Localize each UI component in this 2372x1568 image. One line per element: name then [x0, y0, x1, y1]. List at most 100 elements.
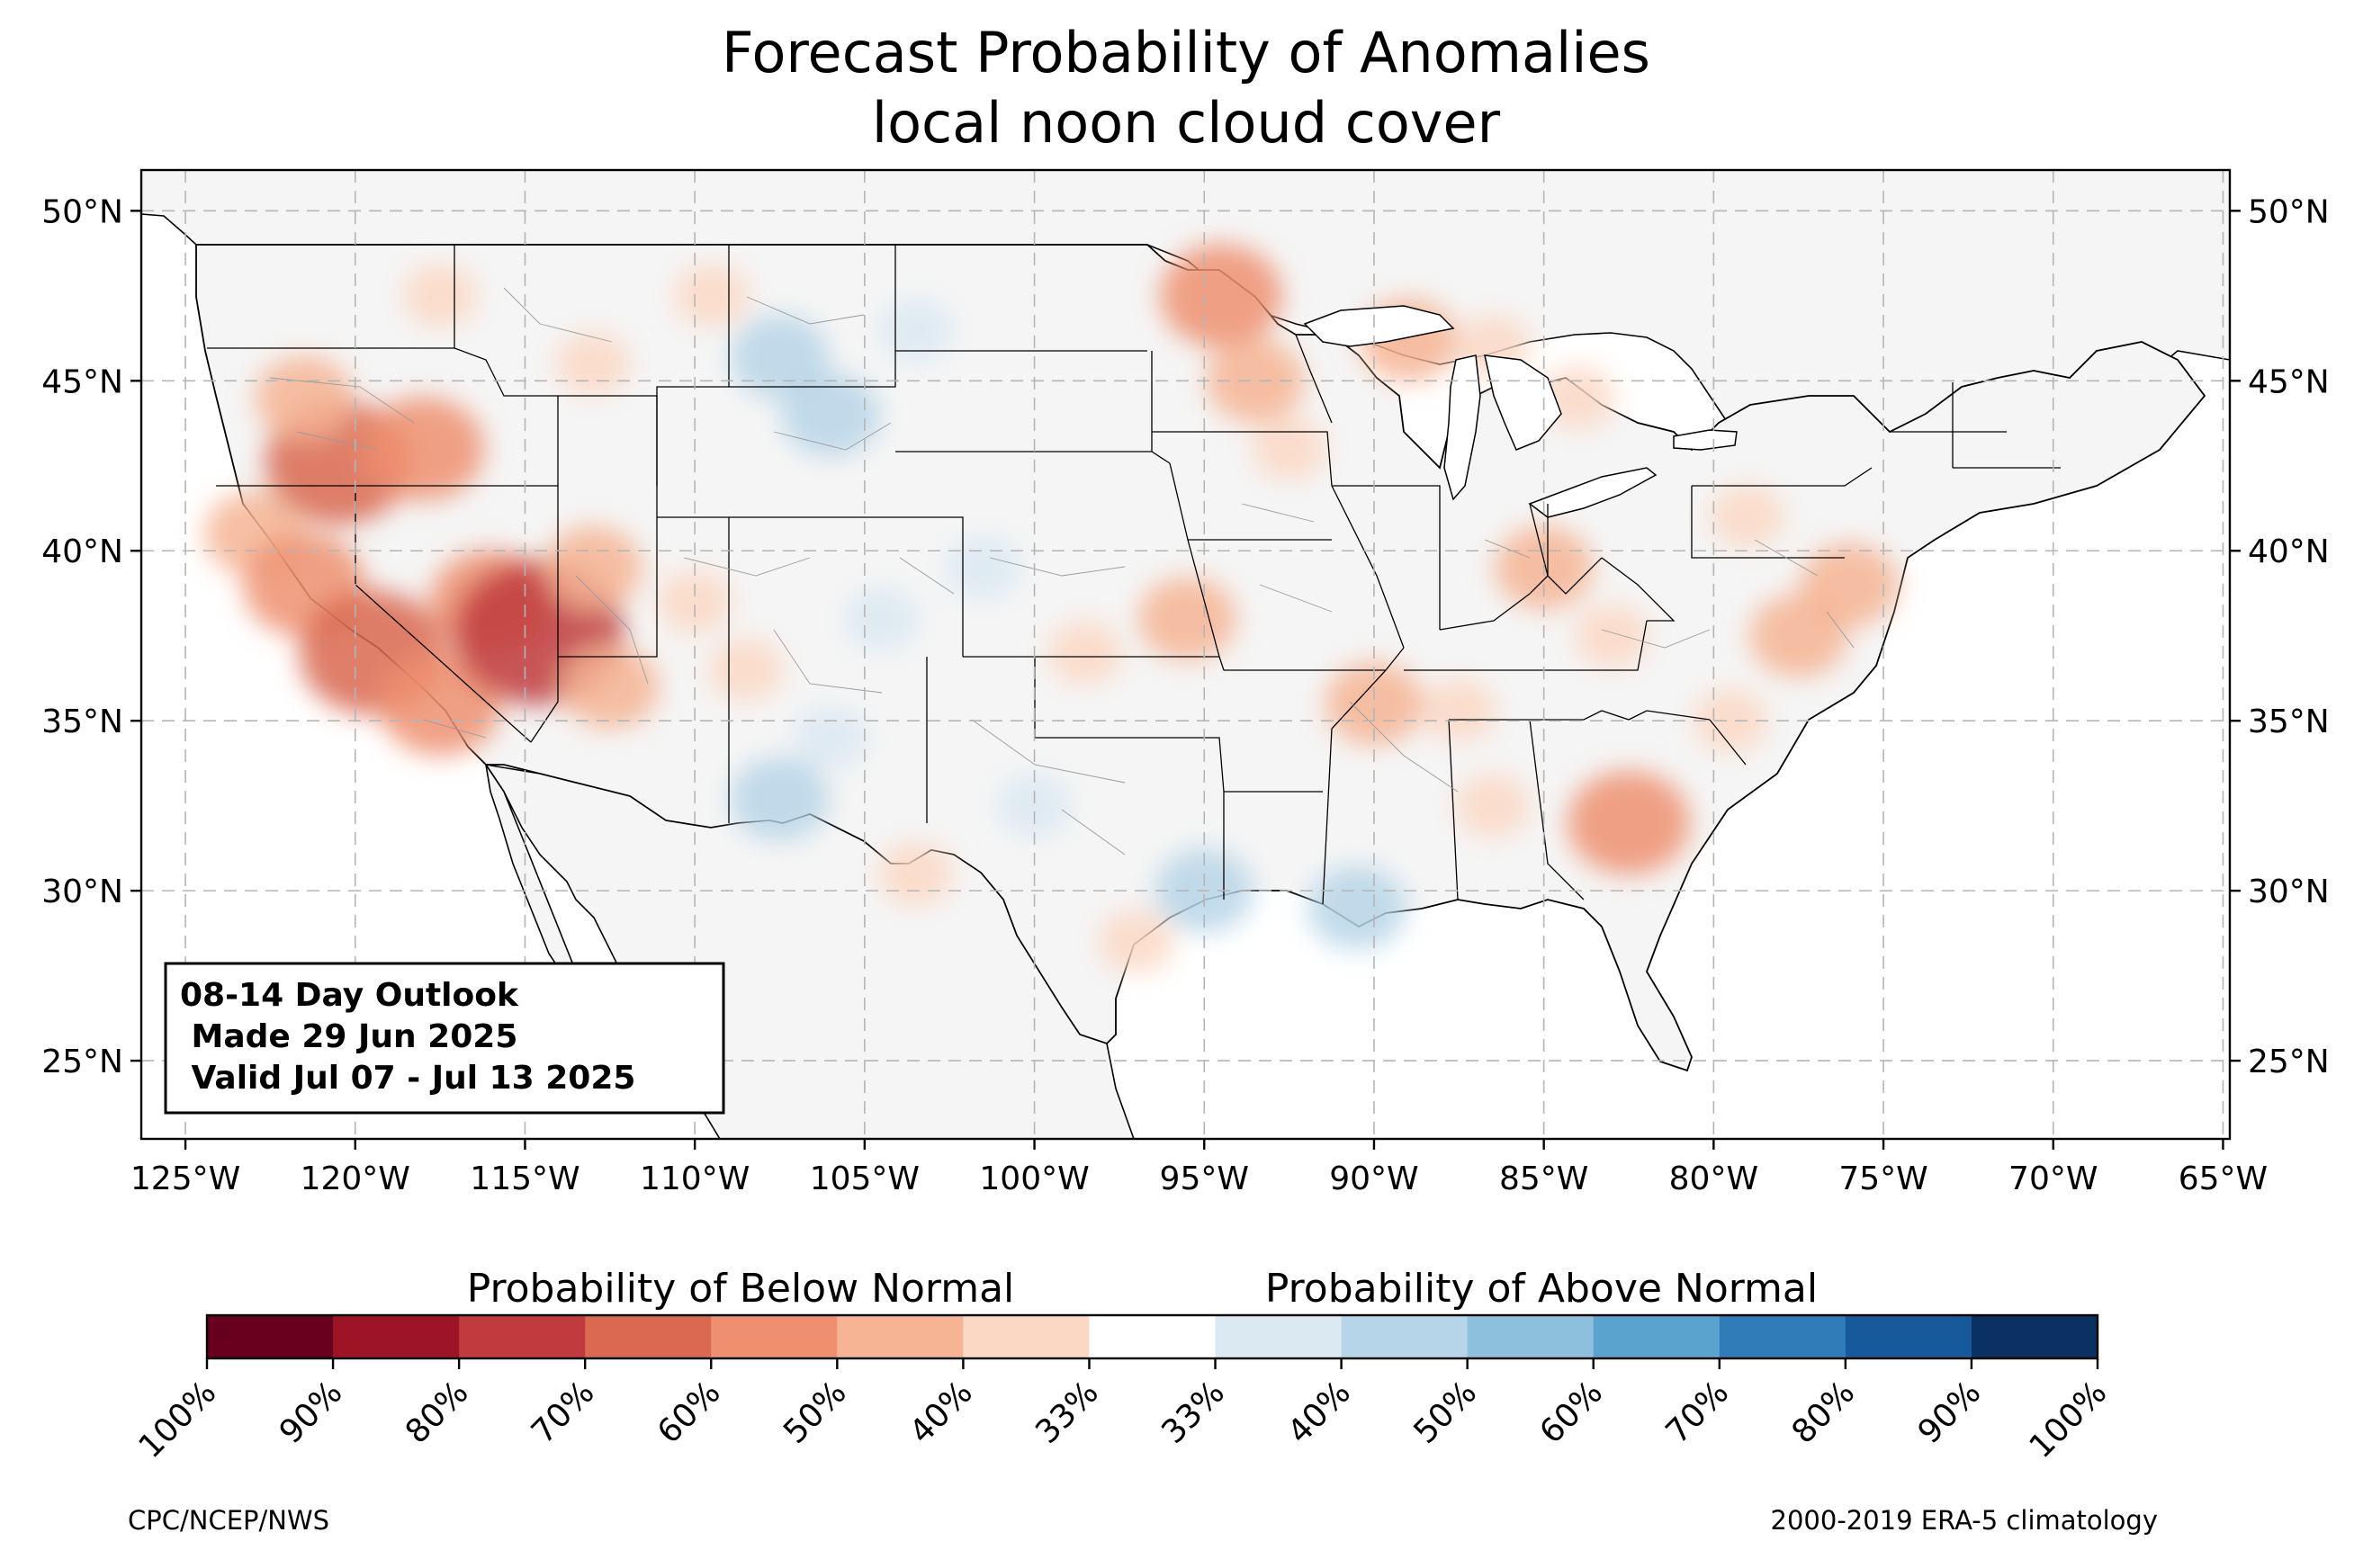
below-normal-region	[561, 644, 660, 729]
colorbar-tick-label: 90%	[1911, 1374, 1989, 1451]
lon-tick-label: 110°W	[640, 1160, 750, 1197]
below-normal-region	[1160, 244, 1283, 348]
map-title: Forecast Probability of Anomalies local …	[0, 18, 2372, 158]
colorbar-tick-label: 60%	[651, 1374, 728, 1451]
lon-tick-label: 90°W	[1329, 1160, 1418, 1197]
lat-tick-label-right: 50°N	[2248, 193, 2330, 230]
colorbar-swatch	[207, 1315, 334, 1358]
below-normal-region	[1099, 909, 1174, 974]
lat-tick-label-left: 50°N	[41, 193, 123, 230]
colorbar-swatch	[711, 1315, 838, 1358]
lon-tick-label: 85°W	[1499, 1160, 1588, 1197]
footer-credit: CPC/NCEP/NWS	[128, 1505, 330, 1536]
lon-tick-label: 95°W	[1160, 1160, 1249, 1197]
info-box-line-3: Valid Jul 07 - Jul 13 2025	[180, 1060, 635, 1097]
above-normal-region	[946, 535, 1021, 600]
lon-tick-label: 75°W	[1838, 1160, 1927, 1197]
below-normal-region	[362, 397, 485, 501]
colorbar-swatch	[1719, 1315, 1846, 1358]
colorbar-tick-label: 90%	[273, 1374, 350, 1451]
below-normal-region	[1206, 338, 1305, 423]
below-normal-region	[544, 525, 642, 610]
colorbar-swatch	[963, 1315, 1090, 1358]
lake-erie	[1528, 467, 1658, 518]
below-normal-region	[1710, 485, 1785, 549]
lat-tick-label-right: 25°N	[2248, 1044, 2330, 1080]
above-normal-region	[793, 705, 868, 770]
lat-tick-label-right: 40°N	[2248, 533, 2330, 570]
lat-tick-label-left: 40°N	[41, 533, 123, 570]
below-normal-region	[1421, 678, 1496, 743]
colorbar-tick-label: 100%	[132, 1374, 224, 1465]
lat-tick-label-left: 45°N	[41, 363, 123, 400]
lat-tick-label-right: 35°N	[2248, 703, 2330, 740]
colorbar-tick-label: 60%	[1533, 1374, 1611, 1451]
lake-ontario	[1673, 429, 1738, 451]
lon-tick-label: 105°W	[810, 1160, 920, 1197]
lake-michigan	[1443, 354, 1481, 501]
below-normal-region	[555, 332, 631, 396]
title-line-1: Forecast Probability of Anomalies	[722, 20, 1650, 85]
colorbar-swatch	[1593, 1315, 1721, 1358]
below-normal-region	[255, 355, 354, 440]
colorbar-swatch	[837, 1315, 964, 1358]
below-normal-region	[1252, 417, 1327, 481]
below-normal-region	[1800, 542, 1900, 627]
below-normal-region	[708, 638, 784, 702]
info-box-frame	[164, 962, 725, 1115]
above-normal-region	[730, 315, 830, 399]
colorbar-swatch	[1971, 1315, 2098, 1358]
above-normal-region	[730, 757, 830, 841]
below-normal-region	[1568, 770, 1690, 875]
colorbar-tick-label: 70%	[1659, 1374, 1737, 1451]
colorbar-swatch	[1341, 1315, 1469, 1358]
colorbar-swatches	[207, 1315, 2098, 1358]
footer-climatology: 2000-2019 ERA-5 climatology	[1770, 1505, 2158, 1536]
lon-tick-label: 125°W	[130, 1160, 240, 1197]
info-box-line-1: 08-14 Day Outlook	[180, 977, 519, 1014]
below-normal-region	[379, 651, 502, 757]
above-normal-region	[844, 587, 920, 651]
lake-huron	[1484, 354, 1562, 451]
colorbar-frame	[205, 1313, 2099, 1360]
lat-tick-label-left: 25°N	[41, 1044, 123, 1080]
colorbar-swatch	[1845, 1315, 1972, 1358]
colorbar-swatch	[1089, 1315, 1217, 1358]
colorbar-ticks: 100% 90% 80% 70% 60% 50% 40% 33% 33% 40% 50% 60% 70%…	[132, 1358, 2115, 1465]
anomaly-field	[203, 244, 1900, 974]
lon-tick-label: 115°W	[470, 1160, 580, 1197]
colorbar-tick-label: 33%	[1029, 1374, 1106, 1451]
colorbar-tick-label: 100%	[2023, 1374, 2115, 1465]
below-normal-region	[1325, 661, 1424, 746]
below-normal-region	[1047, 621, 1123, 685]
lat-tick-label-right: 30°N	[2248, 874, 2330, 910]
lon-tick-label: 120°W	[301, 1160, 410, 1197]
colorbar-swatch	[1215, 1315, 1343, 1358]
colorbar-swatch	[459, 1315, 586, 1358]
colorbar-tick-label: 40%	[903, 1374, 980, 1451]
great-lakes	[1303, 305, 1738, 518]
axis-ticks: 125°W 120°W 115°W 110°W 105°W 100°W 95°W 90°W 85…	[41, 193, 2330, 1197]
colorbar-swatch	[1467, 1315, 1595, 1358]
lon-tick-label: 80°W	[1669, 1160, 1758, 1197]
info-box: 08-14 Day Outlook Made 29 Jun 2025 Valid…	[164, 962, 725, 1115]
county-boundaries	[269, 287, 1855, 856]
lake-superior	[1303, 305, 1455, 347]
colorbar-below-label: Probability of Below Normal	[467, 1266, 1015, 1312]
below-normal-region	[1693, 688, 1768, 753]
above-normal-region	[997, 774, 1073, 838]
colorbar-tick-label: 50%	[777, 1374, 854, 1451]
below-normal-region	[1137, 577, 1237, 661]
below-normal-region	[1455, 774, 1531, 838]
lon-tick-label: 65°W	[2179, 1160, 2268, 1197]
colorbar: Probability of Below Normal Probability …	[132, 1266, 2115, 1465]
colorbar-tick-label: 80%	[399, 1374, 476, 1451]
map-frame	[139, 168, 2232, 1141]
below-normal-region	[1574, 604, 1649, 668]
colorbar-tick-label: 40%	[1280, 1374, 1358, 1451]
below-normal-region	[657, 569, 732, 634]
colorbar-swatch	[333, 1315, 460, 1358]
above-normal-region	[1307, 865, 1406, 950]
lat-tick-label-left: 35°N	[41, 703, 123, 740]
